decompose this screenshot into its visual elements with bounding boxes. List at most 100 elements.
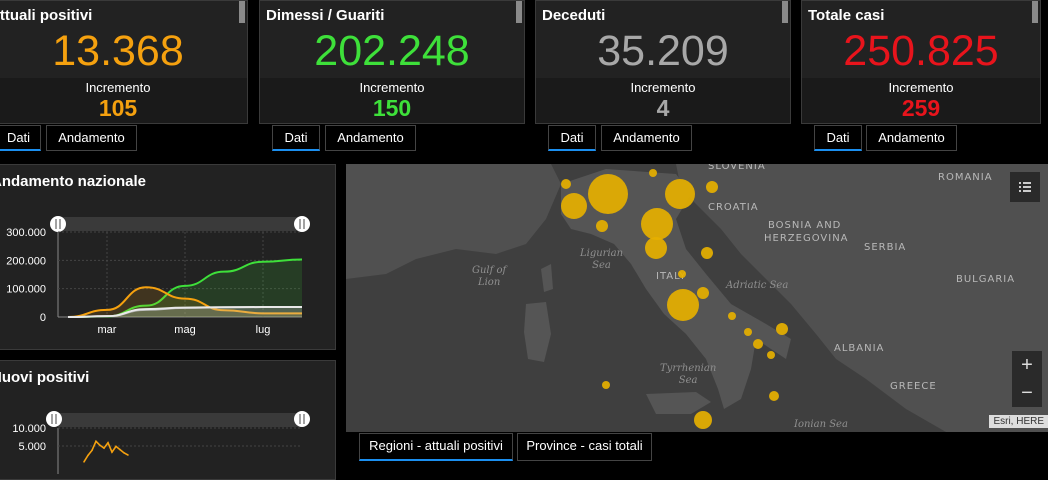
tab-dati[interactable]: Dati [0,125,41,151]
land-france [346,164,561,279]
tab-dati[interactable]: Dati [272,125,320,151]
country-label: ITALY [656,271,687,282]
tab-andamento[interactable]: Andamento [46,125,137,151]
zoom-out-button[interactable]: − [1012,379,1042,407]
attribution: Esri, HERE [989,415,1048,428]
country-label: SERBIA [864,242,907,253]
card-scrollbar[interactable] [516,1,522,23]
increment-label: Incremento [630,80,696,95]
y-tick-label: 300.000 [6,227,46,239]
card-value: 250.825 [843,27,999,75]
land-balkans [676,164,1048,432]
y-tick-label: 0 [40,312,46,324]
x-tick-label: lug [256,324,271,336]
zoom-in-button[interactable]: + [1012,351,1042,379]
country-label: ALBANIA [834,343,885,354]
y-tick-label: 10.000 [12,423,46,435]
increment-value: 105 [98,95,138,121]
increment-label: Incremento [359,80,425,95]
region-bubble [649,169,657,177]
tab-dati[interactable]: Dati [548,125,596,151]
region-bubble [769,391,779,401]
series-area [68,306,302,317]
range-slider-handle[interactable] [46,411,62,427]
sea-label: Adriatic Sea [726,280,789,291]
panel-title: Andamento nazionale [0,173,147,190]
range-slider-handle[interactable] [50,216,66,232]
range-slider-handle[interactable] [294,411,310,427]
region-bubble [678,270,686,278]
land-corsica [541,264,553,292]
tab-dati[interactable]: Dati [814,125,862,151]
card-lower [260,78,524,123]
land-sicily [646,392,711,414]
region-bubble [767,351,775,359]
region-bubble [701,247,713,259]
region-bubble [694,411,712,429]
region-bubble [602,381,610,389]
bubble-layer [561,169,788,429]
tab-regioni[interactable]: Regioni - attuali positivi [359,433,513,461]
range-slider-handle[interactable] [294,216,310,232]
y-tick-label: 100.000 [6,284,46,296]
increment-value: 259 [901,95,941,121]
region-bubble [665,179,695,209]
x-tick-label: mag [174,324,195,336]
card-dimessi-guariti: Dimessi / Guariti 202.248 Incremento 150 [259,0,525,124]
region-bubble [561,193,587,219]
land-shapes [346,164,1048,432]
country-label: BULGARIA [956,274,1016,285]
land-italy [561,169,791,409]
card-scrollbar[interactable] [782,1,788,23]
series-area [68,259,302,317]
card-title: Dimessi / Guariti [266,7,385,24]
region-bubble [667,289,699,321]
card-deceduti: Deceduti 35.209 Incremento 4 [535,0,791,124]
region-bubble [561,179,571,189]
region-bubble [588,174,628,214]
tab-province[interactable]: Province - casi totali [517,433,652,461]
card-scrollbar[interactable] [239,1,245,23]
list-icon [1019,182,1031,192]
sea-label: Gulf of Lion [472,265,507,288]
new-positives-chart: 10.000 5.000 [12,411,310,474]
series-line [67,286,302,318]
card-title: Totale casi [808,7,885,24]
card-title: Attuali positivi [0,7,93,24]
country-label: BOSNIA AND [768,220,842,231]
range-slider-track [58,413,302,427]
card-lower [536,78,790,123]
region-bubble [744,328,752,336]
increment-value: 4 [656,95,670,121]
x-tick-label: mar [98,324,117,336]
region-bubble [776,323,788,335]
sea-label: Ligurian Sea [580,248,624,271]
card-value: 202.248 [314,27,470,75]
region-bubble [697,287,709,299]
card-lower [0,78,247,123]
region-bubble [728,312,736,320]
series-line [67,305,303,318]
trend-panel: Andamento nazionale [0,164,336,350]
sea-label: Ionian Sea [794,419,848,430]
map-view[interactable]: SLOVENIA CROATIA BOSNIA AND HERZEGOVINA … [346,164,1048,432]
increment-value: 150 [372,95,412,121]
series-area [68,307,302,317]
tab-andamento[interactable]: Andamento [601,125,692,151]
panel-title: Nuovi positivi [0,369,90,386]
card-scrollbar[interactable] [1032,1,1038,23]
region-bubble [641,208,673,240]
country-label: HERZEGOVINA [764,233,849,244]
region-bubble [596,220,608,232]
increment-label: Incremento [85,80,151,95]
layer-list-button[interactable] [1010,172,1040,202]
range-slider-track [58,217,302,231]
card-value: 35.209 [597,27,729,75]
tab-andamento[interactable]: Andamento [866,125,957,151]
tab-andamento[interactable]: Andamento [325,125,416,151]
country-label: CROATIA [708,202,759,213]
region-bubble [706,181,718,193]
card-title: Deceduti [542,7,606,24]
country-label: SLOVENIA [708,164,766,172]
series-line [83,439,129,463]
